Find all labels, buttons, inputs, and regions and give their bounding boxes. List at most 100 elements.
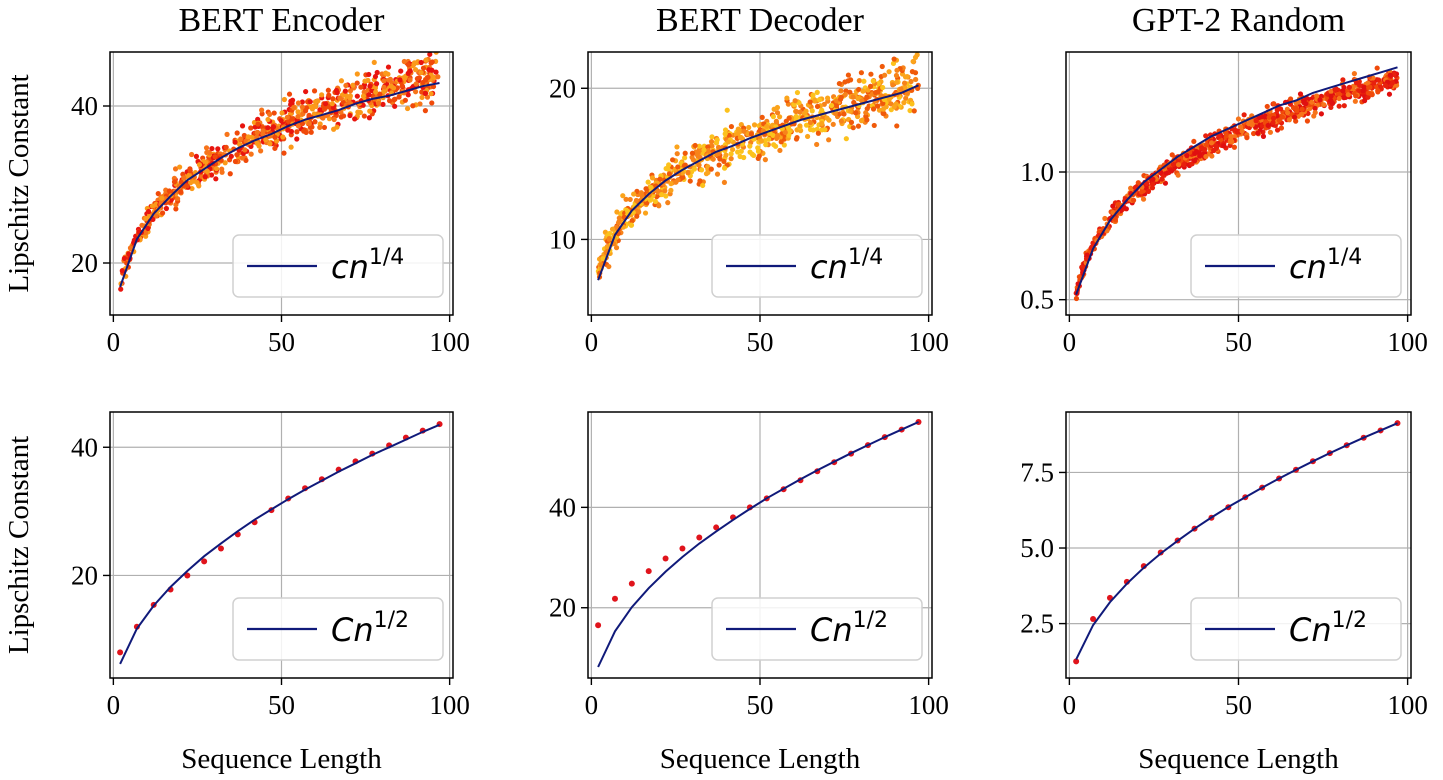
- scatter-point: [330, 96, 336, 102]
- scatter-point: [606, 235, 612, 242]
- x-axis: 0 50 100: [107, 678, 470, 720]
- scatter-point: [381, 78, 387, 84]
- scatter-point: [1203, 142, 1210, 148]
- legend-box: [232, 597, 444, 661]
- legend-box: [1190, 234, 1402, 298]
- scatter-point: [142, 230, 149, 236]
- scatter-point: [280, 134, 286, 140]
- scatter-point: [295, 114, 301, 120]
- scatter-point: [153, 213, 159, 219]
- scatter-point: [675, 164, 681, 170]
- data-point: [217, 545, 224, 552]
- scatter-point: [326, 92, 332, 98]
- scatter-point: [411, 61, 417, 68]
- scatter-point: [890, 60, 897, 67]
- scatter-point: [705, 169, 711, 176]
- scatter-point: [311, 111, 317, 117]
- scatter-point: [267, 111, 273, 117]
- scatter-point: [1365, 94, 1371, 100]
- scatter-point: [1192, 150, 1198, 157]
- scatter-point: [435, 74, 441, 80]
- x-axis-label: Sequence Length: [660, 743, 861, 775]
- scatter-point: [880, 84, 886, 91]
- scatter-point: [670, 157, 676, 163]
- scatter-point: [312, 99, 318, 105]
- scatter-point: [847, 89, 853, 95]
- legend: Cn1/2: [711, 597, 923, 661]
- data-point: [201, 558, 208, 565]
- scatter-point: [405, 70, 411, 76]
- scatter-point: [728, 156, 734, 162]
- plot-area: [1073, 65, 1400, 302]
- y-tick-label: 20: [549, 593, 576, 623]
- scatter-point: [342, 88, 348, 94]
- x-tick-label: 50: [268, 690, 295, 720]
- scatter-point: [751, 152, 757, 159]
- scatter-point: [177, 164, 183, 170]
- scatter-point: [254, 129, 260, 136]
- scatter-point: [794, 89, 801, 96]
- x-tick-label: 50: [1225, 690, 1252, 720]
- y-tick-label: 20: [549, 73, 576, 103]
- scatter-point: [717, 156, 723, 162]
- legend: Cn1/2: [232, 597, 444, 661]
- x-tick-label: 100: [429, 327, 470, 357]
- y-axis: 0.5 1.0: [1020, 157, 1066, 315]
- y-tick-label: 0.5: [1020, 285, 1054, 315]
- scatter-point: [1163, 170, 1169, 176]
- scatter-point: [1369, 92, 1375, 98]
- scatter-point: [710, 156, 716, 162]
- scatter-point: [248, 125, 254, 131]
- scatter-point: [709, 134, 715, 140]
- scatter-point: [777, 114, 783, 120]
- scatter-point: [1367, 84, 1373, 90]
- scatter-point: [1232, 127, 1238, 133]
- scatter-point: [886, 69, 892, 75]
- scatter-point: [1340, 88, 1346, 94]
- legend-label-exponent: 1/2: [1332, 608, 1367, 633]
- scatter-point: [188, 151, 195, 158]
- y-axis: 10 20: [549, 73, 588, 254]
- scatter-point: [1298, 111, 1305, 117]
- scatter-point: [633, 197, 640, 204]
- scatter-point: [347, 95, 353, 101]
- scatter-point: [726, 132, 732, 139]
- scatter-point: [207, 150, 213, 156]
- scatter-point: [1175, 172, 1181, 178]
- scatter-point: [366, 115, 372, 121]
- scatter-point: [265, 125, 271, 131]
- scatter-point: [429, 100, 435, 106]
- scatter-point: [1345, 92, 1351, 98]
- scatter-point: [234, 130, 240, 136]
- scatter-point: [245, 134, 251, 140]
- scatter-point: [1229, 139, 1235, 145]
- scatter-point: [405, 92, 411, 98]
- scatter-point: [830, 121, 836, 127]
- scatter-point: [243, 157, 249, 163]
- scatter-point: [1102, 215, 1108, 222]
- scatter-point: [867, 83, 874, 89]
- scatter-point: [858, 70, 865, 76]
- scatter-point: [295, 123, 302, 129]
- scatter-point: [295, 109, 301, 115]
- scatter-point: [685, 170, 691, 176]
- scatter-point: [826, 137, 832, 143]
- scatter-point: [186, 172, 192, 178]
- scatter-point: [178, 189, 184, 195]
- scatter-point: [796, 100, 802, 106]
- scatter-point: [242, 147, 248, 153]
- scatter-point: [319, 92, 325, 98]
- scatter-point: [819, 120, 825, 127]
- scatter-point: [1387, 72, 1393, 78]
- scatter-point: [388, 83, 394, 89]
- scatter-point: [381, 84, 387, 90]
- scatter-point: [392, 96, 398, 102]
- scatter-point: [377, 91, 383, 97]
- scatter-point: [366, 71, 372, 78]
- scatter-point: [1197, 153, 1203, 159]
- x-tick-label: 0: [107, 690, 121, 720]
- scatter-point: [1328, 97, 1334, 103]
- scatter-point: [864, 117, 870, 123]
- scatter-point: [209, 145, 215, 152]
- scatter-point: [1336, 103, 1342, 109]
